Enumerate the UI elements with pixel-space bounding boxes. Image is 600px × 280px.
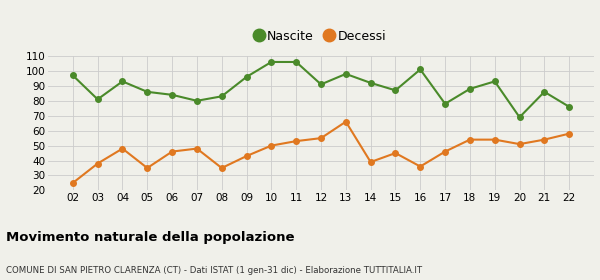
Decessi — [466, 138, 473, 141]
Nascite — [367, 81, 374, 85]
Decessi — [566, 132, 573, 135]
Decessi — [442, 150, 449, 153]
Decessi — [193, 147, 200, 150]
Decessi — [367, 160, 374, 164]
Text: Movimento naturale della popolazione: Movimento naturale della popolazione — [6, 231, 295, 244]
Decessi — [218, 166, 226, 170]
Nascite — [193, 99, 200, 102]
Decessi — [69, 181, 76, 185]
Nascite — [119, 80, 126, 83]
Nascite — [516, 116, 523, 119]
Decessi — [416, 165, 424, 168]
Nascite — [442, 102, 449, 106]
Line: Nascite: Nascite — [70, 59, 572, 120]
Decessi — [119, 147, 126, 150]
Decessi — [243, 154, 250, 158]
Decessi — [392, 151, 399, 155]
Text: COMUNE DI SAN PIETRO CLARENZA (CT) - Dati ISTAT (1 gen-31 dic) - Elaborazione TU: COMUNE DI SAN PIETRO CLARENZA (CT) - Dat… — [6, 266, 422, 275]
Nascite — [416, 68, 424, 71]
Nascite — [491, 80, 499, 83]
Nascite — [466, 87, 473, 90]
Nascite — [566, 105, 573, 108]
Decessi — [342, 120, 349, 123]
Nascite — [293, 60, 300, 64]
Nascite — [169, 93, 176, 97]
Nascite — [268, 60, 275, 64]
Line: Decessi: Decessi — [70, 119, 572, 186]
Nascite — [69, 74, 76, 77]
Nascite — [94, 98, 101, 101]
Decessi — [143, 166, 151, 170]
Decessi — [491, 138, 499, 141]
Decessi — [541, 138, 548, 141]
Nascite — [392, 89, 399, 92]
Nascite — [143, 90, 151, 94]
Nascite — [218, 95, 226, 98]
Nascite — [317, 83, 325, 86]
Nascite — [541, 90, 548, 94]
Decessi — [169, 150, 176, 153]
Decessi — [268, 144, 275, 147]
Nascite — [342, 72, 349, 76]
Legend: Nascite, Decessi: Nascite, Decessi — [251, 25, 391, 48]
Decessi — [293, 139, 300, 143]
Decessi — [317, 136, 325, 140]
Decessi — [94, 162, 101, 165]
Decessi — [516, 143, 523, 146]
Nascite — [243, 75, 250, 79]
